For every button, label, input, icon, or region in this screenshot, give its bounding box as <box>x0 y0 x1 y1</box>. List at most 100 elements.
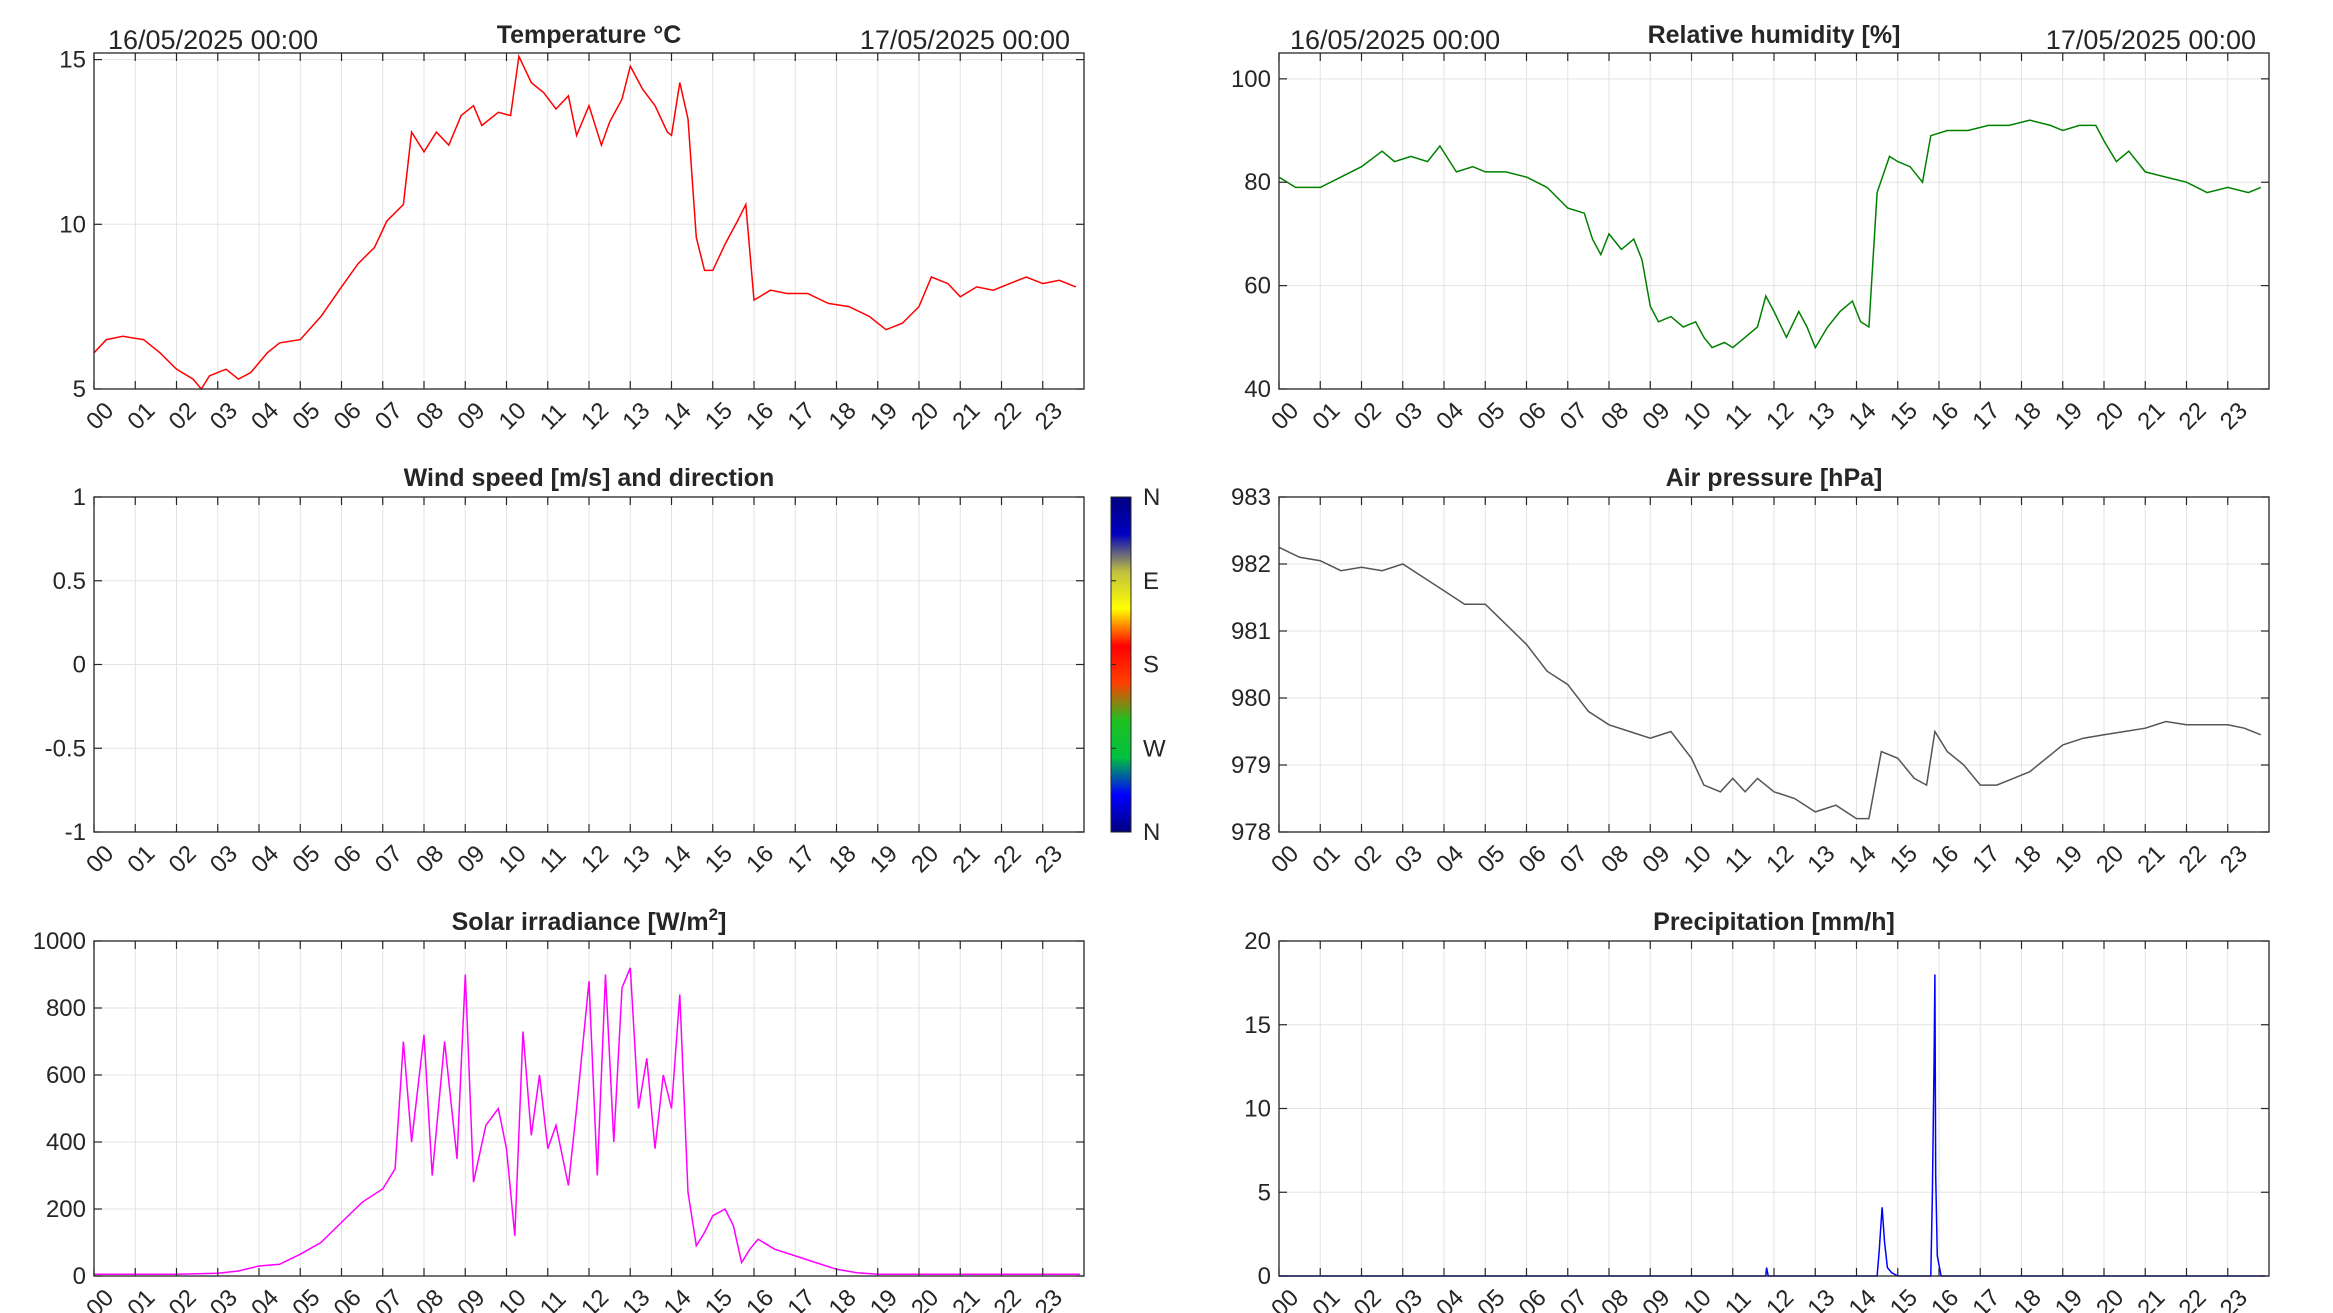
x-tick-label: 18 <box>2009 840 2047 878</box>
x-tick-label: 01 <box>1307 840 1345 878</box>
x-tick-label: 00 <box>1266 1284 1304 1313</box>
solar-title-end: ] <box>718 908 726 936</box>
x-tick-label: 00 <box>1266 840 1304 878</box>
x-tick-label: 09 <box>452 840 490 878</box>
x-tick-label: 14 <box>1844 1284 1882 1313</box>
x-tick-label: 10 <box>494 840 532 878</box>
x-tick-label: 08 <box>1596 840 1634 878</box>
x-tick-label: 03 <box>1390 1284 1428 1313</box>
y-tick-label: 600 <box>46 1062 86 1089</box>
x-tick-label: 06 <box>1514 840 1552 878</box>
pressure-x-ticks: 00 01 02 03 04 05 06 07 08 09 10 11 12 13 14 15 16 17 18 19… <box>1266 497 2253 878</box>
x-tick-label: 22 <box>2174 397 2212 435</box>
x-tick-label: 09 <box>1637 1284 1675 1313</box>
x-tick-label: 17 <box>1967 397 2005 435</box>
temperature-grid <box>93 53 1084 390</box>
x-tick-label: 01 <box>1307 1284 1345 1313</box>
humidity-y-ticks: 40 60 80 100 <box>1231 66 2269 403</box>
humidity-title: Relative humidity [%] <box>1648 21 1901 49</box>
x-tick-label: 05 <box>287 1284 325 1313</box>
x-tick-label: 15 <box>1885 397 1923 435</box>
solar-y-ticks: 0 200 400 600 800 1000 <box>33 928 1084 1290</box>
x-tick-label: 21 <box>947 840 985 878</box>
x-tick-label: 12 <box>576 840 614 878</box>
colorbar-label: N <box>1143 819 1160 846</box>
x-tick-label: 20 <box>906 840 944 878</box>
wind-direction-colorbar-labels: N W S E N <box>1111 484 1166 846</box>
x-tick-label: 15 <box>1885 1284 1923 1313</box>
x-tick-label: 01 <box>122 840 160 878</box>
humidity-date-end: 17/05/2025 00:00 <box>2046 25 2256 55</box>
solar-title-main: Solar irradiance [W/m <box>452 908 709 936</box>
x-tick-label: 00 <box>81 840 119 878</box>
x-tick-label: 07 <box>370 397 408 435</box>
pressure-grid <box>1278 496 2269 833</box>
x-tick-label: 04 <box>1431 397 1469 435</box>
x-tick-label: 20 <box>2091 397 2129 435</box>
x-tick-label: 15 <box>700 397 738 435</box>
precipitation-line <box>1279 974 2265 1277</box>
x-tick-label: 13 <box>617 397 655 435</box>
x-tick-label: 05 <box>1472 397 1510 435</box>
x-tick-label: 18 <box>824 840 862 878</box>
y-tick-label: 0 <box>73 1263 86 1290</box>
y-tick-label: 5 <box>1258 1179 1271 1206</box>
y-tick-label: 10 <box>59 211 86 238</box>
x-tick-label: 02 <box>164 397 202 435</box>
humidity-panel: 16/05/2025 00:00 17/05/2025 00:00 Relati… <box>1231 21 2270 436</box>
y-tick-label: -1 <box>65 819 86 846</box>
x-tick-label: 20 <box>906 397 944 435</box>
x-tick-label: 16 <box>1926 840 1964 878</box>
x-tick-label: 11 <box>1720 399 1757 436</box>
temperature-y-ticks: 5 10 15 <box>59 47 1084 403</box>
x-tick-label: 05 <box>1472 1284 1510 1313</box>
x-tick-label: 13 <box>1802 1284 1840 1313</box>
y-tick-label: 40 <box>1244 376 1271 403</box>
x-tick-label: 10 <box>494 397 532 435</box>
x-tick-label: 22 <box>989 1284 1027 1313</box>
x-tick-label: 15 <box>700 1284 738 1313</box>
x-tick-label: 03 <box>205 840 243 878</box>
x-tick-label: 13 <box>1802 397 1840 435</box>
x-tick-label: 00 <box>1266 397 1304 435</box>
x-tick-label: 23 <box>2215 840 2253 878</box>
x-tick-label: 10 <box>1679 840 1717 878</box>
y-tick-label: 60 <box>1244 273 1271 300</box>
x-tick-label: 08 <box>411 397 449 435</box>
x-tick-label: 19 <box>2050 840 2088 878</box>
precipitation-y-ticks: 0 5 10 15 20 <box>1244 928 2269 1290</box>
x-tick-label: 15 <box>700 840 738 878</box>
x-tick-label: 19 <box>865 840 903 878</box>
wind-y-ticks: -1 -0.5 0 0.5 1 <box>45 484 1084 846</box>
colorbar-label: W <box>1143 735 1166 762</box>
wind-x-ticks: 00 01 02 03 04 05 06 07 08 09 10 11 12 13 14 15 16 17 18 19… <box>81 497 1068 878</box>
x-tick-label: 07 <box>1555 1284 1593 1313</box>
wind-title: Wind speed [m/s] and direction <box>404 464 775 492</box>
x-tick-label: 12 <box>1761 840 1799 878</box>
y-tick-label: 15 <box>59 47 86 74</box>
solar-x-ticks: 00 01 02 03 04 05 06 07 08 09 10 11 12 13 14 15 16 17 18 19… <box>81 941 1068 1313</box>
x-tick-label: 18 <box>2009 397 2047 435</box>
y-tick-label: 979 <box>1231 752 1271 779</box>
colorbar-label: N <box>1143 484 1160 511</box>
x-tick-label: 12 <box>1761 397 1799 435</box>
x-tick-label: 02 <box>164 840 202 878</box>
x-tick-label: 18 <box>2009 1284 2047 1313</box>
temperature-date-start: 16/05/2025 00:00 <box>108 25 318 55</box>
x-tick-label: 18 <box>824 1284 862 1313</box>
x-tick-label: 02 <box>1349 397 1387 435</box>
x-tick-label: 12 <box>1761 1284 1799 1313</box>
y-tick-label: 80 <box>1244 169 1271 196</box>
x-tick-label: 07 <box>1555 840 1593 878</box>
x-tick-label: 06 <box>329 397 367 435</box>
x-tick-label: 08 <box>1596 1284 1634 1313</box>
x-tick-label: 23 <box>1030 1284 1068 1313</box>
x-tick-label: 13 <box>1802 840 1840 878</box>
y-tick-label: 0 <box>73 652 86 679</box>
y-tick-label: 20 <box>1244 928 1271 955</box>
x-tick-label: 22 <box>989 840 1027 878</box>
y-tick-label: 981 <box>1231 618 1271 645</box>
solar-line <box>94 967 1080 1276</box>
y-tick-label: 0 <box>1258 1263 1271 1290</box>
